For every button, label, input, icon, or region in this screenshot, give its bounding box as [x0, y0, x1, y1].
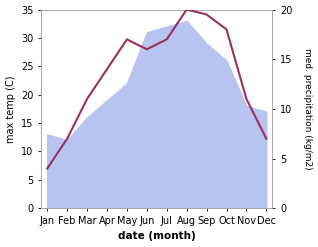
Y-axis label: med. precipitation (kg/m2): med. precipitation (kg/m2)	[303, 48, 313, 170]
X-axis label: date (month): date (month)	[118, 231, 196, 242]
Y-axis label: max temp (C): max temp (C)	[5, 75, 16, 143]
